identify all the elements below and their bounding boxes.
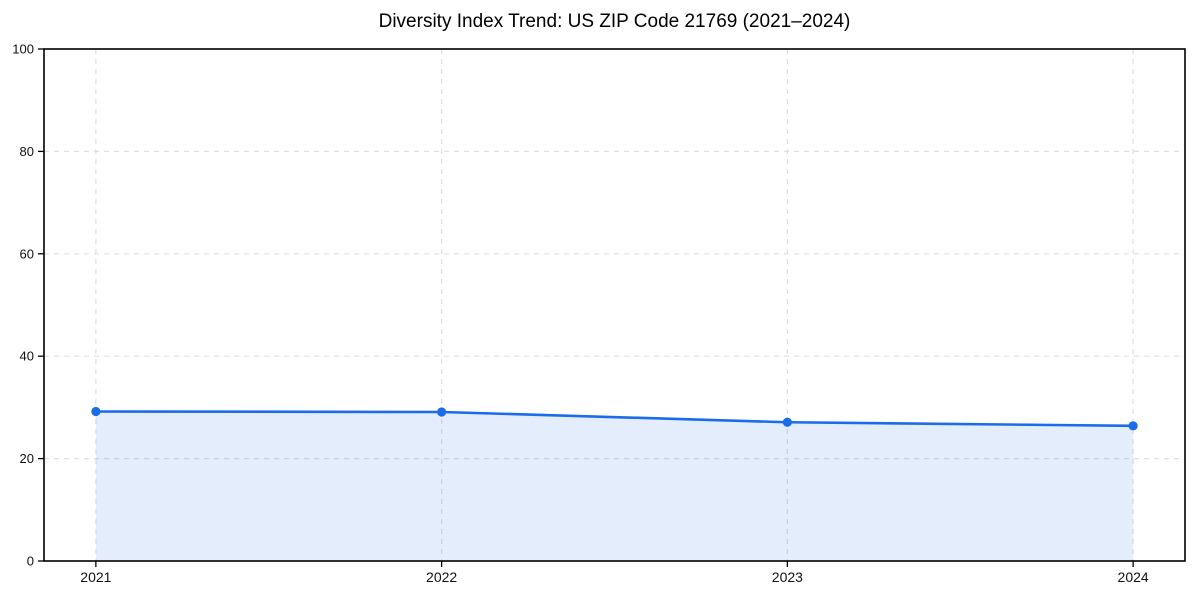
data-point-marker	[437, 407, 447, 417]
y-tick-label: 40	[20, 349, 34, 364]
y-tick-label: 100	[12, 42, 34, 57]
y-tick-label: 0	[27, 554, 34, 569]
area-fill	[95, 411, 1134, 561]
trend-line	[94, 410, 1135, 428]
x-tick-label: 2022	[426, 569, 457, 585]
chart-title: Diversity Index Trend: US ZIP Code 21769…	[378, 11, 851, 32]
data-point-marker	[1128, 421, 1138, 431]
y-tick-label: 20	[20, 451, 34, 466]
x-tick-label: 2024	[1118, 569, 1149, 585]
data-point-marker	[91, 406, 101, 417]
y-tick-label: 80	[20, 144, 34, 159]
y-tick-label: 60	[20, 246, 34, 261]
data-point-marker	[782, 417, 792, 427]
x-tick-label: 2021	[80, 569, 111, 585]
x-tick-label: 2023	[772, 569, 803, 585]
axes-spines	[43, 48, 1186, 562]
